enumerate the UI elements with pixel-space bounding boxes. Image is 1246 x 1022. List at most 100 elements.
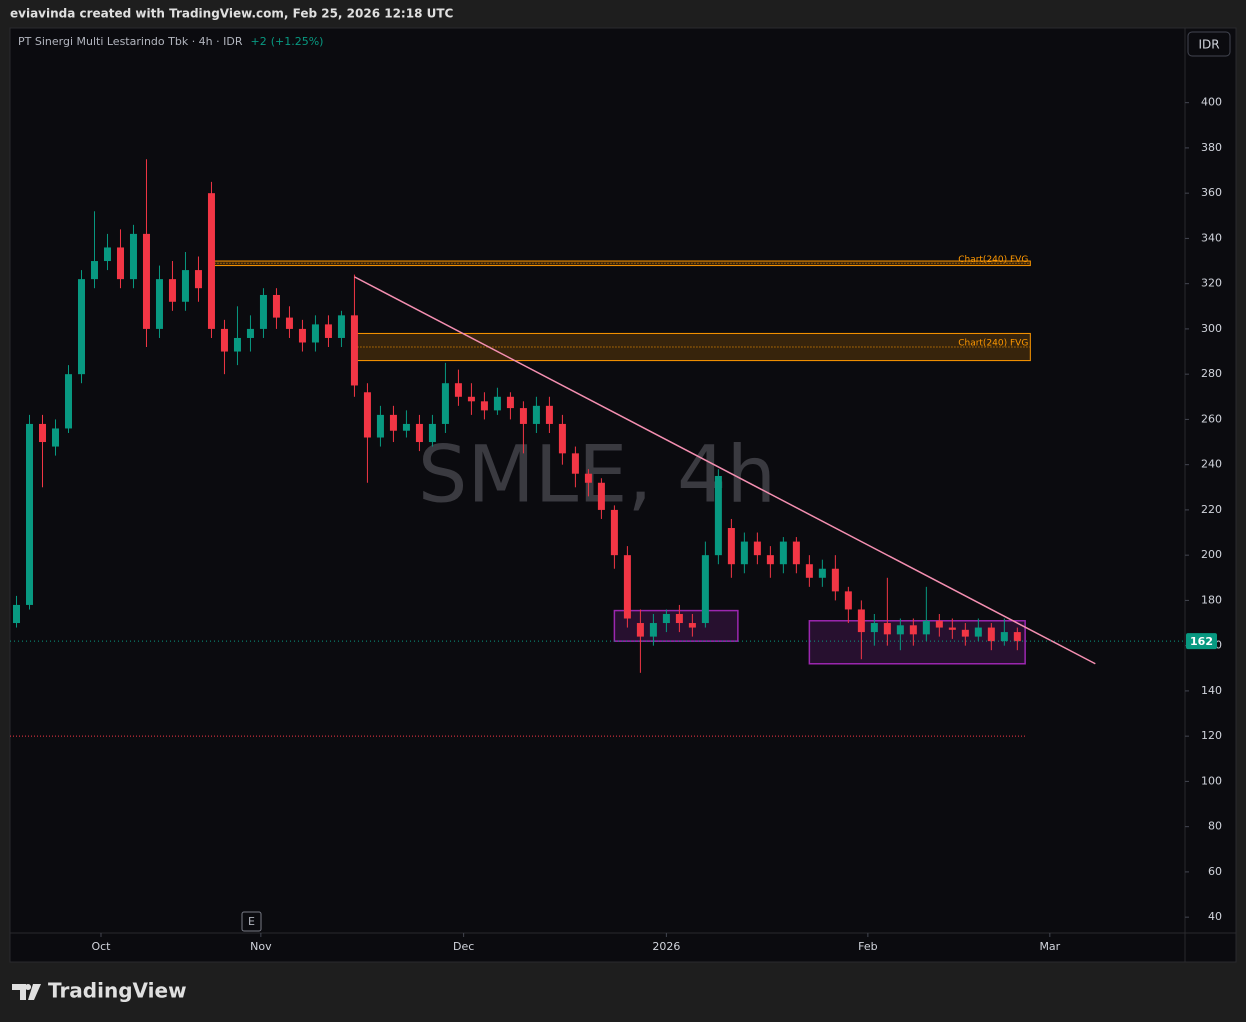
candle-body (337, 315, 345, 338)
candle-body (285, 317, 293, 329)
candle-body (116, 247, 124, 280)
candle-body (194, 270, 202, 289)
earnings-marker[interactable]: E (248, 915, 255, 928)
candle-body (610, 509, 618, 556)
y-tick-label: 220 (1201, 503, 1222, 516)
y-tick-label: 180 (1201, 593, 1222, 606)
currency-button[interactable] (1187, 31, 1231, 57)
candle-body (688, 623, 696, 628)
candle-body (25, 423, 33, 605)
candle-body (740, 541, 748, 565)
y-tick-label: 280 (1201, 367, 1222, 380)
candle-body (259, 294, 267, 329)
candle-body (987, 627, 995, 642)
trendline (354, 276, 1096, 665)
y-tick-label: 200 (1201, 548, 1222, 561)
candle-body (480, 401, 488, 411)
candle-body (428, 423, 436, 443)
brand-logo (12, 984, 41, 1000)
candle-body (441, 383, 449, 424)
candle-body (870, 623, 878, 633)
candle-body (909, 625, 917, 635)
y-tick-label: 240 (1201, 458, 1222, 471)
candle-body (155, 279, 163, 329)
y-tick-label: 300 (1201, 322, 1222, 335)
candle-body (506, 396, 514, 409)
candle-body (402, 423, 410, 431)
watermark: SMLE, 4h (418, 430, 776, 520)
candle-body (64, 374, 72, 429)
candle-body (857, 609, 865, 633)
candle-body (805, 564, 813, 578)
fvg-label: Chart(240) FVG (958, 255, 1028, 265)
candle-body (545, 405, 553, 424)
change-pct: (+1.25%) (271, 35, 324, 48)
y-tick-label: 260 (1201, 412, 1222, 425)
candle-body (519, 408, 527, 424)
currency[interactable]: IDR (1198, 38, 1219, 52)
x-tick-label: Nov (250, 940, 272, 953)
candle-body (142, 233, 150, 329)
candle-body (792, 541, 800, 565)
candle-body (38, 423, 46, 443)
candle-body (649, 623, 657, 637)
candle-body (1000, 632, 1008, 642)
y-tick-label: 140 (1201, 684, 1222, 697)
y-tick-label: 380 (1201, 141, 1222, 154)
credit: eviavinda created with TradingView.com, … (10, 7, 454, 21)
candle-body (493, 396, 501, 411)
candle-body (701, 555, 709, 624)
candle-body (103, 247, 111, 262)
y-tick-label: 60 (1208, 865, 1222, 878)
last-price-label: 162 (1190, 635, 1213, 648)
candle-body (597, 482, 605, 510)
candle-body (246, 328, 254, 338)
y-tick-label: 320 (1201, 277, 1222, 290)
candle-body (168, 279, 176, 302)
candle-body (779, 541, 787, 565)
candle-body (311, 324, 319, 343)
fvg-zone (353, 332, 1031, 362)
candle-body (90, 261, 98, 280)
x-tick-label: Oct (91, 940, 111, 953)
candle-body (844, 591, 852, 610)
x-tick-label: Feb (858, 940, 877, 953)
candle-body (883, 623, 891, 635)
candle-body (922, 620, 930, 635)
x-tick-label: 2026 (652, 940, 680, 953)
candle-body (51, 428, 59, 447)
y-tick-label: 400 (1201, 96, 1222, 109)
brand: TradingView (48, 979, 187, 1003)
candle-body (298, 328, 306, 343)
candle-body (467, 396, 475, 402)
last-price-box (1186, 633, 1217, 650)
candle-body (558, 423, 566, 454)
candle-body (389, 414, 397, 431)
candle-body (584, 473, 592, 483)
y-tick-label: 80 (1208, 820, 1222, 833)
candle-body (272, 294, 280, 318)
candle-body (363, 392, 371, 438)
candle-body (766, 555, 774, 565)
x-tick-label: Dec (453, 940, 474, 953)
plot: SMLE, 4h40608010012014016018020022024026… (10, 96, 1222, 953)
y-tick-label: 340 (1201, 231, 1222, 244)
candle-body (948, 627, 956, 630)
y-tick-label: 100 (1201, 774, 1222, 787)
range-box (808, 620, 1026, 665)
earnings-marker-box[interactable] (241, 911, 262, 932)
candle-body (77, 279, 85, 375)
candle-body (1013, 632, 1021, 642)
candle-body (818, 568, 826, 578)
candle-body (662, 613, 670, 624)
candle-body (753, 541, 761, 556)
candle-body (129, 233, 137, 280)
candle-body (350, 315, 358, 386)
candle-body (181, 270, 189, 302)
candle-body (831, 568, 839, 592)
candle-body (896, 625, 904, 635)
candle-body (623, 555, 631, 619)
change: +2 (251, 35, 267, 48)
y-tick-label: 120 (1201, 729, 1222, 742)
candle-body (324, 324, 332, 338)
